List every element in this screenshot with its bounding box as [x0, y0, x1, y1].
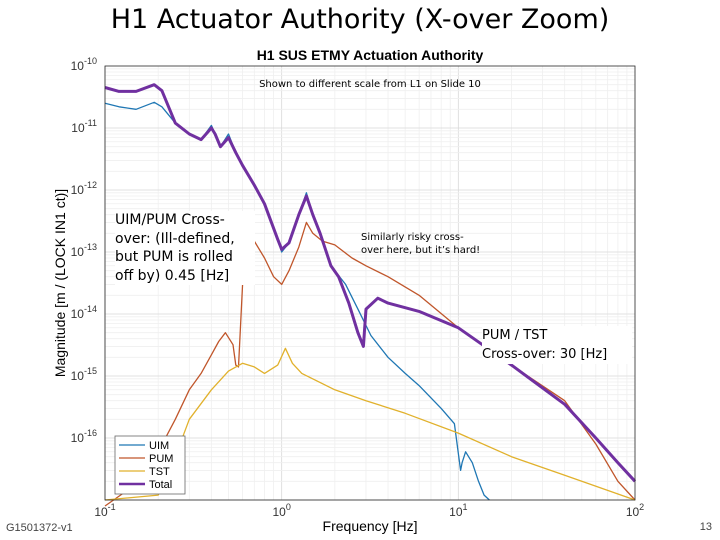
tick-labels: 10-1 100 101 102 10-10 10-11 10-12 10-13 10-14 10…	[71, 56, 645, 519]
legend-label-tst: TST	[149, 466, 170, 478]
x-tick-label: 102	[626, 502, 644, 519]
document-id: G1501372-v1	[6, 522, 73, 534]
y-tick-label: 10-12	[71, 180, 97, 197]
page-number: 13	[699, 521, 712, 533]
x-tick-label: 10-1	[94, 502, 115, 519]
x-axis-label: Frequency [Hz]	[323, 518, 418, 534]
x-tick-label: 101	[449, 502, 467, 519]
legend-label-total: Total	[149, 479, 172, 491]
series-lines	[104, 83, 637, 507]
pum-tst-crossover-title: PUM / TST	[482, 328, 548, 343]
risky-crossover-note: Similarly risky cross-over here, but it’…	[361, 232, 481, 256]
y-tick-label: 10-13	[71, 242, 97, 259]
y-tick-label: 10-16	[71, 428, 97, 445]
pum-tst-crossover-value: Cross-over: 30 [Hz]	[482, 347, 608, 362]
plot-frame	[104, 65, 636, 501]
x-tick-label: 100	[272, 502, 290, 519]
uim-pum-crossover-note: UIM/PUM Cross-over: (Ill-defined, but PU…	[115, 211, 255, 285]
legend-label-pum: PUM	[149, 453, 173, 465]
chart-title: H1 SUS ETMY Actuation Authority	[257, 47, 484, 63]
series-line-total	[104, 83, 637, 483]
series-line-pum	[104, 221, 636, 507]
y-tick-label: 10-15	[71, 366, 97, 383]
pum-tst-crossover-note: PUM / TST Cross-over: 30 [Hz]	[482, 326, 632, 364]
series-line-tst	[104, 347, 636, 501]
slide-title: H1 Actuator Authority (X-over Zoom)	[110, 4, 610, 35]
y-tick-label: 10-14	[71, 304, 97, 321]
legend-label-uim: UIM	[149, 440, 169, 452]
y-tick-label: 10-10	[71, 56, 97, 73]
y-tick-label: 10-11	[71, 118, 97, 135]
y-axis-label: Magnitude [m / (LOCK IN1 ct)]	[52, 189, 68, 377]
scale-note: Shown to different scale from L1 on Slid…	[259, 79, 481, 90]
